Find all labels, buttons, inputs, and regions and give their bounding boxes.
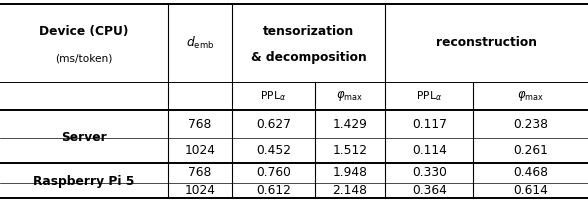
Text: 0.330: 0.330 xyxy=(412,166,447,179)
Text: Device (CPU): Device (CPU) xyxy=(39,25,128,38)
Text: 1024: 1024 xyxy=(185,184,215,197)
Text: & decomposition: & decomposition xyxy=(251,50,366,64)
Text: reconstruction: reconstruction xyxy=(436,36,537,49)
Text: 0.364: 0.364 xyxy=(412,184,447,197)
Text: $\mathtt{PPL}_{\alpha}$: $\mathtt{PPL}_{\alpha}$ xyxy=(416,89,443,103)
Text: 2.148: 2.148 xyxy=(332,184,368,197)
Text: 1.512: 1.512 xyxy=(332,144,368,157)
Text: $d_{\mathrm{emb}}$: $d_{\mathrm{emb}}$ xyxy=(186,35,214,51)
Text: 0.468: 0.468 xyxy=(513,166,548,179)
Text: 0.760: 0.760 xyxy=(256,166,291,179)
Text: (ms/token): (ms/token) xyxy=(55,53,112,63)
Text: 0.627: 0.627 xyxy=(256,118,291,131)
Text: Raspberry Pi 5: Raspberry Pi 5 xyxy=(33,175,135,188)
Text: $\varphi_{\mathrm{max}}$: $\varphi_{\mathrm{max}}$ xyxy=(336,89,363,103)
Text: $\varphi_{\mathrm{max}}$: $\varphi_{\mathrm{max}}$ xyxy=(517,89,544,103)
Text: $\mathtt{PPL}_{\alpha}$: $\mathtt{PPL}_{\alpha}$ xyxy=(260,89,287,103)
Text: Server: Server xyxy=(61,131,106,144)
Text: 0.612: 0.612 xyxy=(256,184,291,197)
Text: 0.452: 0.452 xyxy=(256,144,291,157)
Text: 0.117: 0.117 xyxy=(412,118,447,131)
Text: 0.238: 0.238 xyxy=(513,118,548,131)
Text: 1.948: 1.948 xyxy=(332,166,368,179)
Text: 1024: 1024 xyxy=(185,144,215,157)
Text: 1.429: 1.429 xyxy=(332,118,368,131)
Text: 768: 768 xyxy=(188,166,212,179)
Text: 0.261: 0.261 xyxy=(513,144,548,157)
Text: 0.614: 0.614 xyxy=(513,184,548,197)
Text: tensorization: tensorization xyxy=(263,25,355,38)
Text: 0.114: 0.114 xyxy=(412,144,447,157)
Text: 768: 768 xyxy=(188,118,212,131)
